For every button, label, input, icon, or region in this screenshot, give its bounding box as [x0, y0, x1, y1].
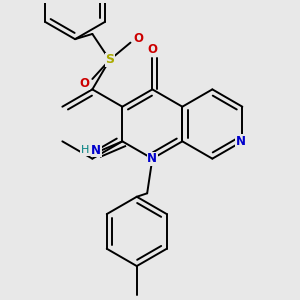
Text: O: O: [147, 43, 158, 56]
Text: N: N: [92, 143, 101, 157]
Text: S: S: [105, 53, 114, 66]
Text: H: H: [81, 145, 89, 155]
Text: O: O: [80, 76, 90, 90]
Text: N: N: [147, 152, 158, 165]
Text: N: N: [236, 135, 246, 148]
Text: O: O: [133, 32, 143, 45]
